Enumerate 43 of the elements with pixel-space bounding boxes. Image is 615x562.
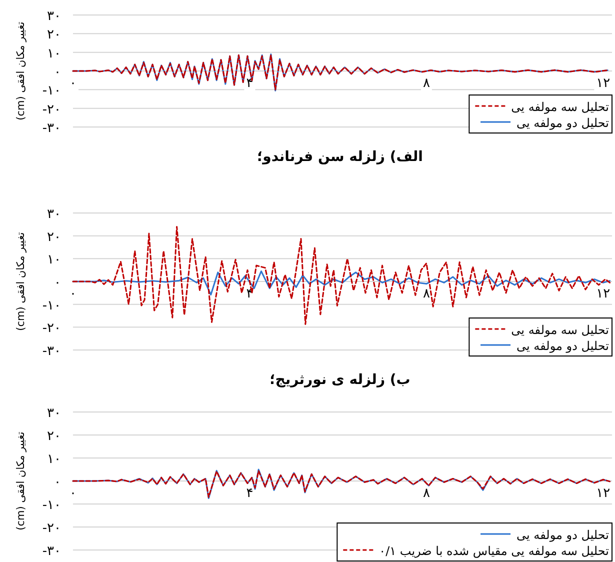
x-tick-label: ۸ <box>422 486 430 501</box>
line-series <box>72 226 611 325</box>
text: ب) زلزله ی نورثریج؛ <box>270 372 410 388</box>
y-tick-label: ۱۰ <box>47 252 61 268</box>
y-tick-label: ۳۰ <box>47 9 61 24</box>
y-tick-label: -۲۰ <box>42 102 61 118</box>
y-tick-label: ۰ <box>54 475 61 490</box>
text: الف) زلزله سن فرناندو؛ <box>257 149 423 165</box>
legend-label: تحلیل سه مولفه یی مقیاس شده با ضریب ۰/۱ <box>379 544 609 558</box>
y-tick-label: -۳۰ <box>42 344 61 359</box>
x-tick-label: ۸ <box>422 286 430 302</box>
x-tick-label: ۰ <box>70 76 76 91</box>
legend-label: تحلیل دو مولفه یی <box>516 116 609 130</box>
y-tick-label: -۱۰ <box>42 498 61 513</box>
y-tick-label: ۱۰ <box>47 452 61 467</box>
y-tick-label: ۰ <box>54 276 61 290</box>
legend-label: تحلیل سه مولفه یی <box>511 323 609 337</box>
y-tick-label: -۳۰ <box>42 121 61 136</box>
x-tick-label: ۱۲ <box>596 486 610 501</box>
legend-label: تحلیل دو مولفه یی <box>516 339 609 353</box>
x-tick-label: ۱۲ <box>596 76 610 91</box>
legend-label: تحلیل سه مولفه یی <box>511 100 609 114</box>
legend-label: تحلیل دو مولفه یی <box>516 528 609 542</box>
y-tick-label: ۳۰ <box>47 406 61 421</box>
x-tick-label: ۰ <box>70 286 76 302</box>
y-tick-label: ۳۰ <box>47 207 61 222</box>
y-tick-label: -۲۰ <box>42 521 61 536</box>
y-tick-label: -۱۰ <box>42 84 61 99</box>
y-tick-label: -۲۰ <box>42 321 61 336</box>
y-tick-label: -۳۰ <box>42 544 61 559</box>
x-tick-label: ۰ <box>70 486 76 501</box>
y-tick-label: ۱۰ <box>47 46 61 62</box>
x-tick-label: ۸ <box>422 76 430 91</box>
x-tick-label: ۴ <box>246 486 254 501</box>
y-tick-label: ۲۰ <box>47 28 61 43</box>
x-tick-label: ۱۲ <box>596 286 610 302</box>
y-tick-label: ۰ <box>54 65 61 80</box>
y-axis-title: تغییر مکان افقی (cm) <box>15 232 27 331</box>
y-tick-label: ۲۰ <box>47 429 61 444</box>
y-tick-label: -۱۰ <box>42 298 61 314</box>
y-tick-label: ۲۰ <box>47 230 61 245</box>
y-axis-title: تغییر مکان افقی (cm) <box>15 22 27 120</box>
y-axis-title: تغییر مکان افقی (cm) <box>15 432 27 530</box>
